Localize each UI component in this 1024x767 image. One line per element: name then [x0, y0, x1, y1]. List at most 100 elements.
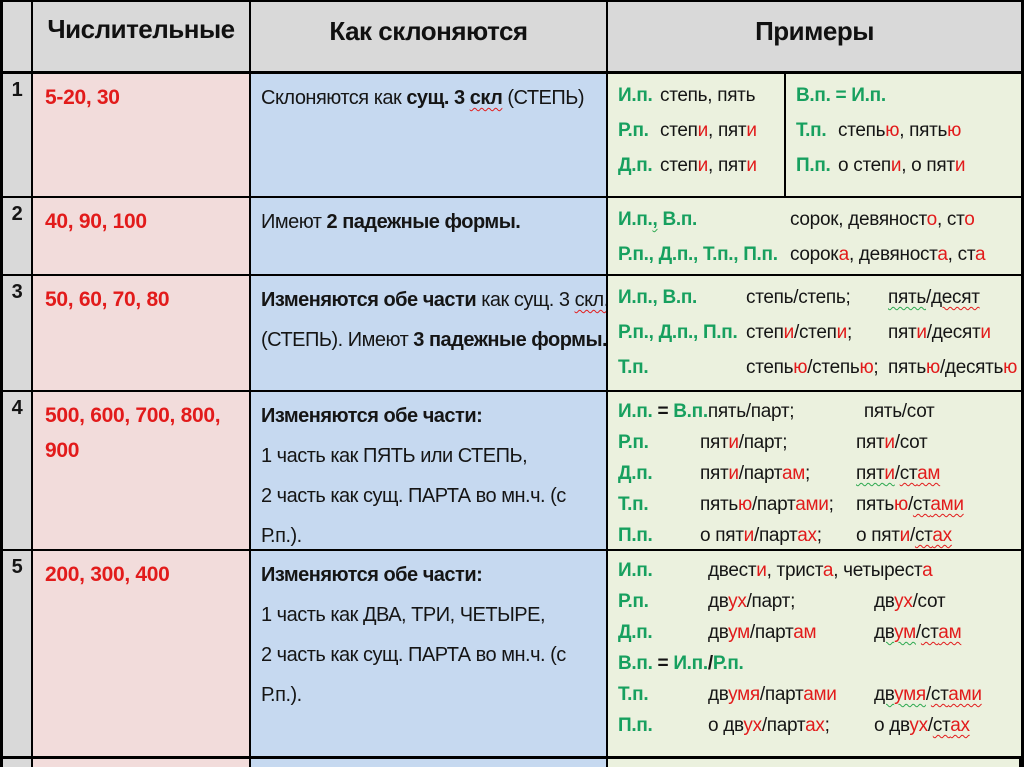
text-cell: 1 часть как ПЯТЬ или СТЕПЬ,	[261, 436, 528, 476]
text-segment: ю	[925, 357, 940, 378]
text-segment: И.п.	[618, 401, 658, 422]
column-header-numerals: Числительные	[33, 2, 251, 71]
text-segment: , девяност	[848, 244, 938, 265]
text-cell: Т.п.	[618, 679, 708, 710]
text-cell: пяти/партам;	[700, 458, 856, 489]
text-segment: Изменяются обе части:	[261, 564, 483, 586]
text-segment: Р.п., Д.п., П.п.	[618, 322, 738, 343]
text-segment: пять/парт;	[707, 401, 795, 422]
text-segment: ст	[932, 715, 951, 736]
text-segment: /	[907, 494, 913, 515]
text-segment: и	[746, 120, 757, 141]
text-cell: двести, триста, четыреста	[708, 555, 933, 586]
text-segment: Д.п.	[618, 155, 653, 176]
text-segment: И.п., В.п.	[618, 287, 698, 308]
examples-subcell-right: В.п. = И.п. Т.п. степью, пятью П.п. о степи,…	[786, 74, 1021, 196]
examples-cell: И.п., В.п. сорок, девяносто, сто Р.п., Д.п…	[608, 198, 1021, 274]
text-line: Т.п. двумя/партами двумя/стами	[618, 679, 1011, 710]
text-segment: а	[922, 560, 933, 581]
text-segment: о	[964, 209, 975, 230]
text-line: П.п. о степи, о пяти	[796, 148, 1011, 183]
text-segment: Р.п., Д.п., Т.п., П.п.	[618, 244, 778, 265]
text-cell: Т.п.	[618, 489, 700, 520]
text-segment: а	[822, 560, 834, 581]
text-segment: ам	[917, 463, 941, 484]
text-segment: ух	[728, 591, 747, 612]
text-cell: о степи, о пяти	[838, 148, 965, 183]
text-segment: ю	[947, 120, 962, 141]
text-segment: ;	[828, 494, 834, 515]
table-row: 4 500, 600, 700, 800, 900 Изменяются обе…	[3, 392, 1021, 551]
text-segment: П.п.	[618, 525, 653, 546]
text-segment: /	[925, 287, 931, 308]
text-line: Р.п. пяти/парт; пяти/сот	[618, 427, 1011, 458]
text-segment: степь	[746, 357, 794, 378]
text-cell: сорок, девяносто, сто	[790, 202, 975, 237]
numerals-cell: 500, 600, 700, 800, 900	[33, 392, 251, 549]
text-segment: а	[838, 244, 850, 265]
text-line: В.п. = И.п./Р.п.	[618, 648, 1011, 679]
text-segment: дв	[708, 684, 729, 705]
text-segment: и	[899, 525, 911, 546]
text-segment: о степ	[838, 155, 891, 176]
text-line: 2 часть как сущ. ПАРТА во мн.ч. (с	[261, 635, 596, 675]
text-cell: Д.п.	[618, 617, 708, 648]
declension-rule-cell: Имеют 2 падежные формы.	[251, 198, 608, 274]
text-segment: В.п.	[673, 401, 708, 422]
text-cell: И.п., В.п.	[618, 280, 746, 315]
column-header-declension: Как склоняются	[251, 2, 608, 71]
text-segment: пять	[856, 494, 894, 515]
text-segment: ;	[824, 715, 830, 736]
text-cell: о двух/стах	[874, 710, 970, 741]
table-row: 3 50, 60, 70, 80 Изменяются обе части ка…	[3, 276, 1021, 392]
text-segment: ух	[894, 591, 913, 612]
text-line: Изменяются обе части как сущ. 3 скл.	[261, 280, 606, 320]
text-line: Р.п., Д.п., Т.п., П.п. сорока, девяноста,…	[618, 237, 1011, 272]
column-header-examples: Примеры	[608, 2, 1021, 71]
text-segment: ух	[909, 715, 928, 736]
text-segment: /степь	[807, 357, 860, 378]
row-number-cell	[3, 759, 33, 767]
text-segment: Р.п.).	[261, 684, 302, 706]
text-segment: ст	[920, 622, 939, 643]
text-segment: В.п. = И.п.	[796, 85, 886, 106]
text-segment: , о пят	[901, 155, 955, 176]
text-segment: =	[657, 653, 674, 674]
text-segment: , пят	[707, 155, 747, 176]
text-segment: 3 падежные формы.	[413, 329, 608, 351]
text-cell: Р.п.	[618, 427, 700, 458]
text-line: Р.п. степи, пяти	[618, 113, 774, 148]
text-cell: двум/партам	[708, 617, 874, 648]
text-segment: дв	[708, 591, 729, 612]
text-segment: а	[975, 244, 986, 265]
row-number-cell: 3	[3, 276, 33, 390]
text-segment: ам	[782, 463, 806, 484]
text-segment: , пять	[899, 120, 948, 141]
text-cell: двух/сот	[874, 586, 946, 617]
table-row-partial	[3, 759, 1021, 767]
text-cell: Склоняются как сущ. 3 скл (СТЕПЬ)	[261, 78, 585, 118]
text-segment: десят	[930, 287, 980, 308]
text-segment: Т.п.	[618, 684, 649, 705]
text-segment: /парт	[761, 715, 806, 736]
text-cell: Р.п.	[618, 113, 660, 148]
text-line: Изменяются обе части:	[261, 396, 596, 436]
table-row: 1 5-20, 30 Склоняются как сущ. 3 скл (СТ…	[3, 74, 1021, 198]
text-segment: П.п.	[796, 155, 831, 176]
text-segment: 1 часть как ПЯТЬ или СТЕПЬ,	[261, 445, 528, 467]
text-segment: и	[756, 560, 767, 581]
text-line: П.п. о двух/партах; о двух/стах	[618, 710, 1011, 741]
text-segment: (СТЕПЬ)	[502, 87, 585, 109]
row-number-cell: 2	[3, 198, 33, 274]
text-segment: и	[836, 322, 848, 343]
text-segment: дв	[708, 622, 729, 643]
text-segment: ам	[938, 622, 962, 643]
declension-rule-cell: Изменяются обе части: 1 часть как ДВА, ТР…	[251, 551, 608, 756]
text-segment: /	[909, 525, 915, 546]
examples-cell	[608, 759, 1021, 767]
text-cell: пятью/партами;	[700, 489, 856, 520]
text-cell: (СТЕПЬ). Имеют 3 падежные формы.	[261, 320, 608, 360]
examples-subcell-left: И.п. степь, пять Р.п. степи, пяти Д.п. степи,…	[608, 74, 786, 196]
